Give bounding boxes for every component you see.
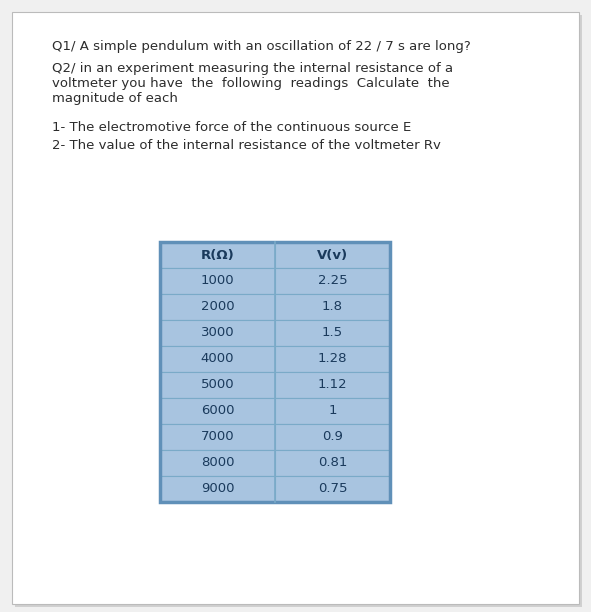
Text: V(v): V(v) <box>317 248 348 261</box>
Text: 0.75: 0.75 <box>318 482 348 496</box>
FancyBboxPatch shape <box>160 242 275 268</box>
FancyBboxPatch shape <box>160 320 275 346</box>
FancyBboxPatch shape <box>160 346 275 372</box>
FancyBboxPatch shape <box>275 424 390 450</box>
Text: 1: 1 <box>328 405 337 417</box>
FancyBboxPatch shape <box>275 320 390 346</box>
Text: 1000: 1000 <box>201 275 234 288</box>
Text: 2.25: 2.25 <box>318 275 348 288</box>
Text: 4000: 4000 <box>201 353 234 365</box>
FancyBboxPatch shape <box>275 242 390 268</box>
Text: 5000: 5000 <box>201 378 234 392</box>
Text: Q1/ A simple pendulum with an oscillation of 22 / 7 s are long?: Q1/ A simple pendulum with an oscillatio… <box>52 40 471 53</box>
Text: 1.8: 1.8 <box>322 300 343 313</box>
Text: 1- The electromotive force of the continuous source E: 1- The electromotive force of the contin… <box>52 121 411 134</box>
FancyBboxPatch shape <box>160 294 275 320</box>
Text: magnitude of each: magnitude of each <box>52 92 178 105</box>
FancyBboxPatch shape <box>160 450 275 476</box>
Text: 1.12: 1.12 <box>318 378 348 392</box>
Text: 3000: 3000 <box>201 326 234 340</box>
FancyBboxPatch shape <box>275 450 390 476</box>
FancyBboxPatch shape <box>160 268 275 294</box>
Text: 0.81: 0.81 <box>318 457 347 469</box>
FancyBboxPatch shape <box>275 346 390 372</box>
FancyBboxPatch shape <box>275 294 390 320</box>
FancyBboxPatch shape <box>15 15 582 607</box>
FancyBboxPatch shape <box>275 476 390 502</box>
FancyBboxPatch shape <box>12 12 579 604</box>
Text: 0.9: 0.9 <box>322 430 343 444</box>
FancyBboxPatch shape <box>275 398 390 424</box>
FancyBboxPatch shape <box>160 476 275 502</box>
Text: 2- The value of the internal resistance of the voltmeter Rv: 2- The value of the internal resistance … <box>52 139 441 152</box>
Text: 1.5: 1.5 <box>322 326 343 340</box>
FancyBboxPatch shape <box>160 398 275 424</box>
Text: Q2/ in an experiment measuring the internal resistance of a: Q2/ in an experiment measuring the inter… <box>52 62 453 75</box>
Text: 7000: 7000 <box>201 430 234 444</box>
FancyBboxPatch shape <box>275 268 390 294</box>
Text: 6000: 6000 <box>201 405 234 417</box>
FancyBboxPatch shape <box>160 372 275 398</box>
FancyBboxPatch shape <box>160 424 275 450</box>
FancyBboxPatch shape <box>275 372 390 398</box>
Text: 2000: 2000 <box>201 300 234 313</box>
Text: 9000: 9000 <box>201 482 234 496</box>
Text: 1.28: 1.28 <box>318 353 348 365</box>
Text: R(Ω): R(Ω) <box>200 248 235 261</box>
Text: 8000: 8000 <box>201 457 234 469</box>
Text: voltmeter you have  the  following  readings  Calculate  the: voltmeter you have the following reading… <box>52 77 450 90</box>
